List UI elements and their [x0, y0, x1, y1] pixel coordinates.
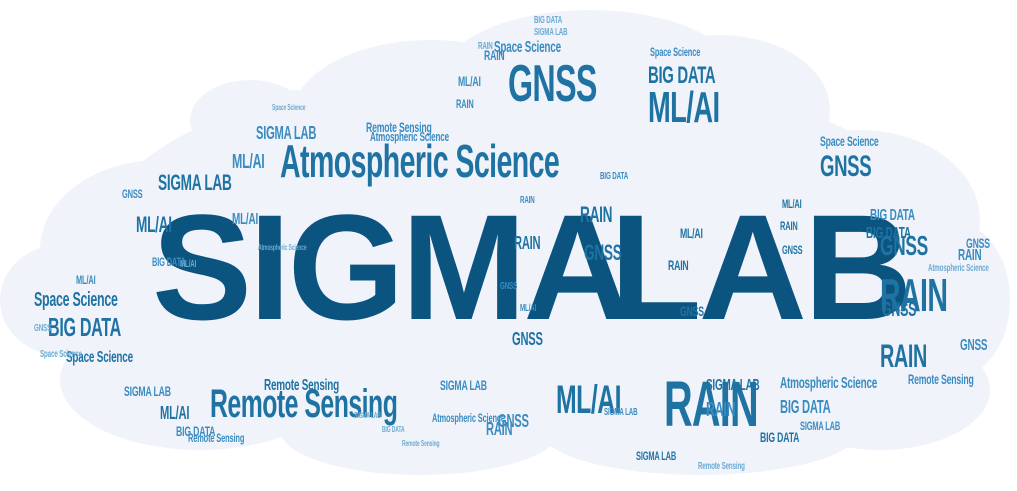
cloud-word-bigdata-11: BIG DATA [600, 171, 629, 182]
cloud-word-sigmalab-3: SIGMA LAB [124, 383, 171, 399]
cloud-word-rain-10: RAIN [580, 202, 613, 227]
cloud-word-sigmalab-9: SIGMA LAB [636, 449, 677, 463]
cloud-word-rain-2: RAIN [880, 269, 948, 321]
cloud-word-sigmalab-10: SIGMA LAB [604, 407, 638, 418]
cloud-word-gnss-1: GNSS [508, 55, 597, 113]
cloud-word-gnss-9: GNSS [34, 323, 52, 334]
cloud-word-rain-13: RAIN [780, 219, 798, 233]
cloud-word-rain-9: RAIN [478, 41, 493, 52]
cloud-word-bigdata-6: BIG DATA [534, 15, 563, 26]
cloud-word-sigmalab-7: SIGMA LAB [706, 377, 760, 394]
cloud-word-sigmalab-6: SIGMA LAB [800, 419, 841, 433]
cloud-word-remote-4: Remote Sensing [188, 431, 245, 445]
cloud-word-lab: LAB [610, 183, 912, 351]
cloud-word-sigmalab-5: SIGMA LAB [534, 27, 568, 38]
cloud-word-space-5: Space Science [272, 103, 306, 112]
cloud-word-gnss-10: GNSS [584, 240, 622, 265]
cloud-word-gnss-7: GNSS [122, 187, 143, 201]
cloud-word-space-7: Space Science [40, 349, 82, 360]
cloud-word-gnss-3: GNSS [880, 230, 928, 261]
cloud-word-atmos-4: Atmospheric Science [928, 263, 989, 274]
cloud-word-sigmalab-2: SIGMA LAB [256, 123, 317, 143]
cloud-word-bigdata-8: BIG DATA [866, 225, 911, 242]
cloud-word-mlai-9: ML/AI [180, 259, 197, 270]
cloud-word-atmos-1: Atmospheric Science [280, 135, 560, 187]
cloud-word-remote-3: Remote Sensing [264, 377, 339, 394]
cloud-word-atmos-6: Atmospheric Science [258, 243, 307, 252]
cloud-word-mlai-5: ML/AI [160, 403, 190, 423]
cloud-word-mlai-1: ML/AI [648, 83, 720, 132]
cloud-word-rain-7: RAIN [456, 97, 474, 111]
cloud-word-gnss-2: GNSS [820, 150, 872, 183]
cloud-word-remote-2: Remote Sensing [366, 119, 432, 135]
cloud-word-rain-4: RAIN [706, 399, 736, 421]
cloud-word-bigdata-2: BIG DATA [48, 312, 121, 342]
cloud-word-gnss-8: GNSS [960, 337, 988, 354]
cloud-word-space-4: Space Science [650, 45, 701, 59]
cloud-word-gnss-4: GNSS [498, 411, 529, 431]
cloud-word-sigmalab-8: SIGMA LAB [354, 411, 381, 420]
cloud-word-rain-5: RAIN [486, 419, 513, 439]
cloud-word-gnss-13: GNSS [782, 243, 803, 257]
cloud-word-gnss-5: GNSS [882, 299, 917, 321]
cloud-word-space-1: Space Science [34, 289, 118, 311]
cloud-word-sigmalab-4: SIGMA LAB [440, 377, 487, 393]
cloud-word-bigdata-3: BIG DATA [780, 397, 831, 417]
cloud-word-rain-12: RAIN [668, 257, 689, 273]
cloud-word-mlai-8: ML/AI [232, 211, 259, 228]
cloud-word-bigdata-1: BIG DATA [648, 62, 716, 89]
cloud-word-gnss-6: GNSS [966, 235, 990, 251]
cloud-word-remote-1: Remote Sensing [210, 382, 398, 426]
cloud-word-rain-6: RAIN [484, 47, 505, 63]
cloud-word-mlai-2: ML/AI [556, 378, 622, 422]
cloud-word-rain-3: RAIN [880, 338, 927, 374]
cloud-word-remote-7: Remote Sensing [698, 461, 745, 472]
cloud-word-rain-1: RAIN [664, 368, 759, 440]
cloud-word-sigmalab-1: SIGMA LAB [158, 170, 232, 195]
cloud-word-rain-11: RAIN [514, 233, 541, 253]
cloud-word-mlai-10: ML/AI [680, 225, 703, 241]
cloud-word-sigma: SIGMA [152, 183, 632, 351]
cloud-word-atmos-5: Atmospheric Science [432, 411, 505, 425]
cloud-word-space-2: Space Science [66, 349, 133, 366]
cloud-word-space-6: Space Science [820, 133, 879, 149]
cloud-word-remote-5: Remote Sensing [402, 439, 440, 448]
cloud-word-bigdata-7: BIG DATA [152, 255, 186, 269]
cloud-word-space-3: Space Science [494, 39, 561, 56]
cloud-word-remote-6: Remote Sensing [908, 371, 974, 387]
cloud-word-rain-14: RAIN [520, 195, 535, 206]
cloud-word-rain-8: RAIN [958, 247, 982, 264]
cloud-word-bigdata-10: BIG DATA [760, 429, 800, 445]
cloud-word-atmos-3: Atmospheric Science [780, 375, 878, 392]
cloud-word-gnss-11: GNSS [512, 329, 543, 349]
cloud-word-mlai-3: ML/AI [136, 212, 172, 237]
cloud-word-mlai-4: ML/AI [232, 151, 265, 173]
cloud-word-bigdata-5: BIG DATA [176, 423, 216, 439]
cloud-word-mlai-6: ML/AI [458, 73, 481, 89]
cloud-word-gnss-12: GNSS [680, 303, 704, 319]
cloud-word-gnss-14: GNSS [500, 281, 518, 292]
cloud-word-bigdata-4: BIG DATA [870, 207, 915, 224]
cloud-word-atmos-2: Atmospheric Science [370, 129, 449, 144]
cloud-word-bigdata-9: BIG DATA [382, 425, 405, 434]
cloud-word-mlai-7: ML/AI [76, 273, 96, 287]
cloud-word-mlai-12: ML/AI [520, 303, 537, 314]
cloud-word-mlai-11: ML/AI [782, 197, 802, 211]
